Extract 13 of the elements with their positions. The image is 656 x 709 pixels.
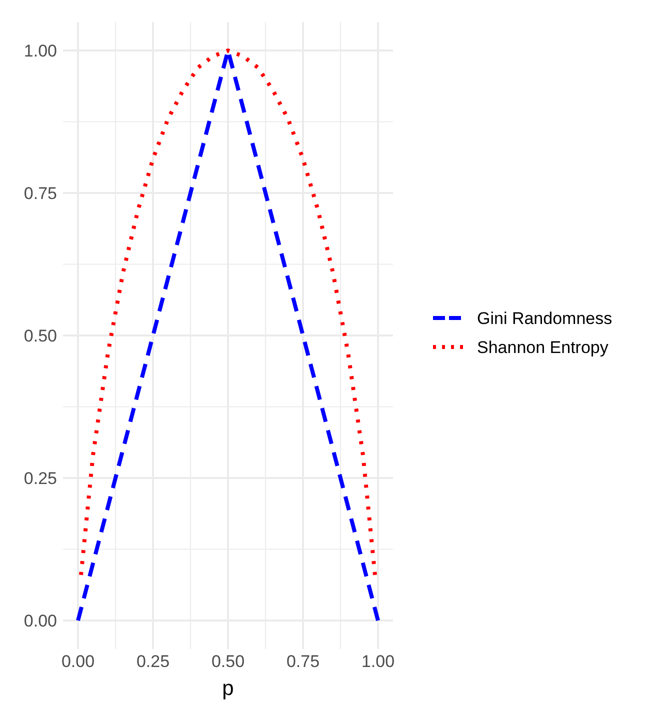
x-tick-label: 1.00: [361, 652, 395, 671]
x-axis-title: p: [222, 677, 234, 700]
y-tick-label: 0.25: [24, 468, 57, 488]
y-tick-label: 0.00: [24, 611, 57, 630]
x-tick-label: 0.00: [61, 652, 95, 671]
legend-label: Shannon Entropy: [477, 338, 609, 357]
legend-label: Gini Randomness: [477, 308, 612, 328]
y-tick-label: 0.75: [24, 184, 57, 203]
x-tick-label: 0.50: [211, 652, 245, 671]
x-tick-label: 0.25: [136, 652, 170, 671]
x-tick-label: 0.75: [286, 652, 320, 671]
y-tick-label: 0.50: [24, 326, 57, 346]
y-tick-label: 1.00: [24, 41, 57, 60]
